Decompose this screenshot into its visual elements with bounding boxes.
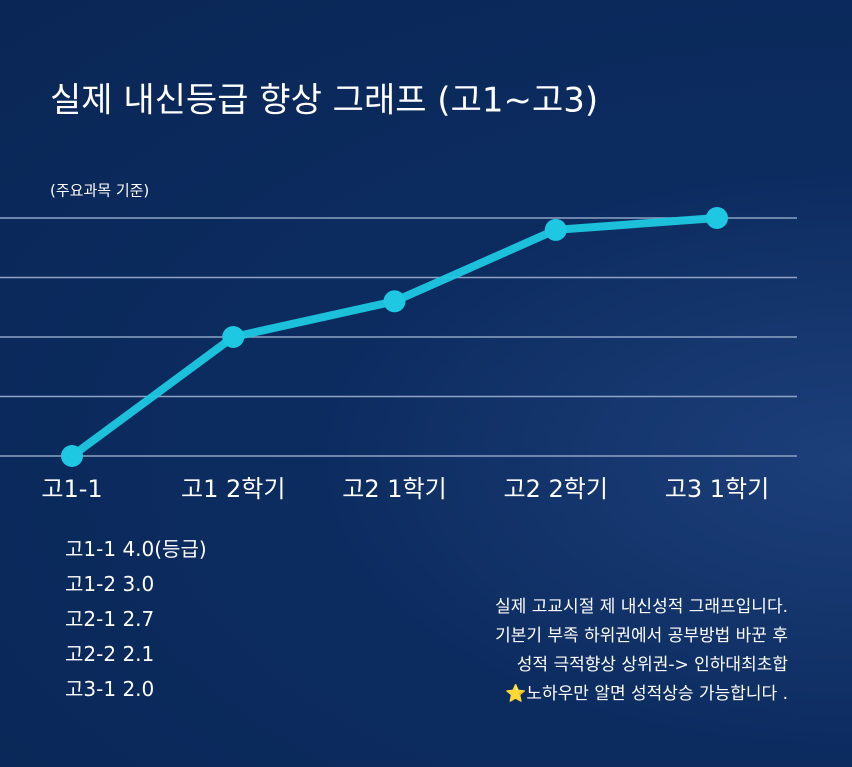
- x-tick-label: 고3 1학기: [665, 475, 769, 503]
- grade-name: 고3-1: [65, 677, 117, 701]
- x-tick-label: 고2 1학기: [342, 475, 446, 503]
- grade-row: 고1-2 3.0: [65, 567, 207, 602]
- note-line: 기본기 부족 하위권에서 공부방법 바꾼 후: [495, 626, 788, 646]
- note-line: 성적 극적향상 상위권-> 인하대최초합: [516, 655, 788, 675]
- grade-name: 고1-1: [65, 537, 117, 561]
- grade-value: 4.0(등급): [122, 537, 207, 561]
- grade-list: 고1-1 4.0(등급) 고1-2 3.0 고2-1 2.7 고2-2 2.1 고3-1…: [65, 532, 207, 707]
- note-line: ⭐노하우만 알면 성적상승 가능합니다 .: [505, 684, 788, 704]
- grade-name: 고2-2: [65, 642, 117, 666]
- notes: 실제 고교시절 제 내신성적 그래프입니다. 기본기 부족 하위권에서 공부방법 …: [495, 593, 788, 709]
- data-point: [706, 207, 728, 229]
- chart-title: 실제 내신등급 향상 그래프 (고1~고3): [50, 81, 598, 121]
- grade-row: 고2-2 2.1: [65, 637, 207, 672]
- data-point: [544, 218, 567, 241]
- grade-row: 고3-1 2.0: [65, 672, 207, 707]
- data-point: [383, 290, 406, 313]
- data-point: [61, 445, 83, 467]
- grade-value: 2.1: [122, 642, 155, 666]
- note-line: 실제 고교시절 제 내신성적 그래프입니다.: [495, 597, 788, 617]
- grade-row: 고2-1 2.7: [65, 602, 207, 637]
- x-tick-label: 고1 2학기: [181, 475, 285, 503]
- chart-subtitle: (주요과목 기준): [50, 182, 149, 200]
- grade-name: 고2-1: [65, 607, 117, 631]
- data-point: [222, 326, 245, 348]
- grade-row: 고1-1 4.0(등급): [65, 532, 207, 567]
- grade-value: 2.7: [122, 607, 155, 631]
- x-tick-label: 고2 2학기: [504, 475, 608, 503]
- grade-value: 3.0: [122, 572, 155, 596]
- grade-value: 2.0: [122, 677, 155, 701]
- x-tick-label: 고1-1: [41, 475, 102, 503]
- grade-name: 고1-2: [65, 572, 117, 596]
